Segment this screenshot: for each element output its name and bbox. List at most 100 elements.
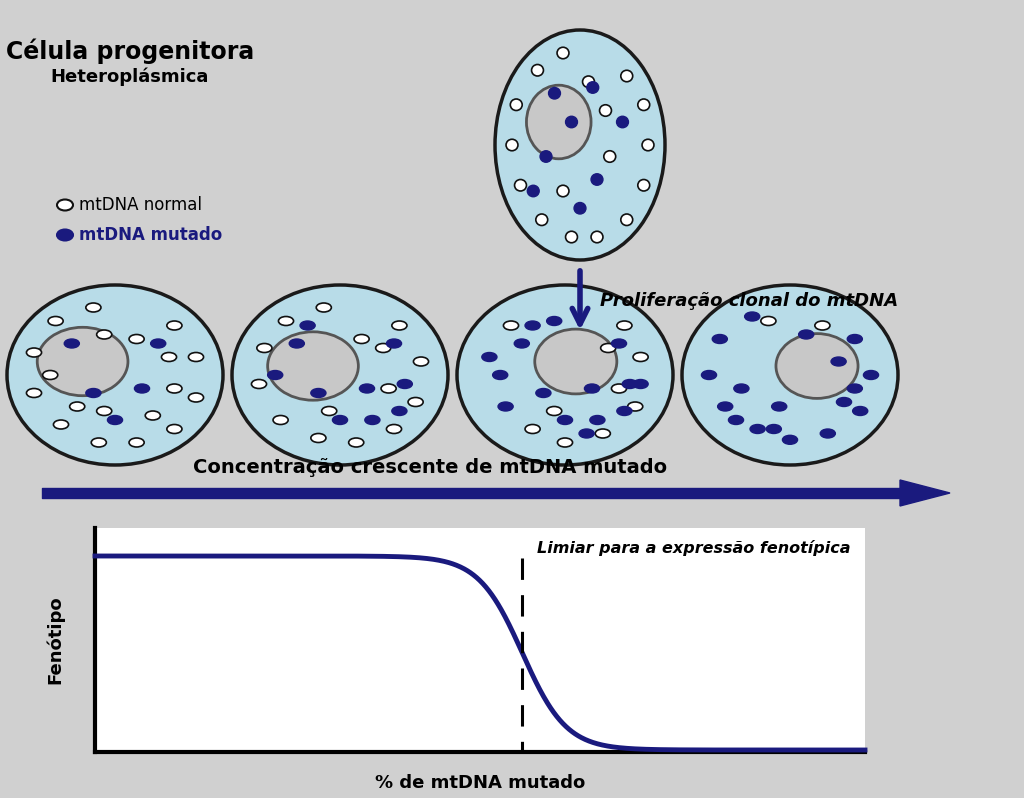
- Ellipse shape: [611, 339, 627, 348]
- Ellipse shape: [766, 425, 781, 433]
- Ellipse shape: [91, 438, 106, 447]
- Ellipse shape: [267, 370, 283, 380]
- Ellipse shape: [531, 65, 544, 76]
- Ellipse shape: [37, 327, 128, 396]
- Ellipse shape: [322, 406, 337, 416]
- Text: Concentração crescente de mtDNA mutado: Concentração crescente de mtDNA mutado: [193, 458, 667, 477]
- Ellipse shape: [376, 343, 391, 353]
- Ellipse shape: [621, 214, 633, 226]
- Ellipse shape: [540, 151, 552, 162]
- Ellipse shape: [557, 47, 569, 59]
- Ellipse shape: [397, 380, 413, 389]
- Ellipse shape: [57, 230, 73, 240]
- Ellipse shape: [96, 406, 112, 416]
- Ellipse shape: [316, 303, 332, 312]
- Ellipse shape: [815, 321, 830, 330]
- Ellipse shape: [557, 416, 572, 425]
- Ellipse shape: [616, 117, 629, 128]
- Ellipse shape: [359, 384, 375, 393]
- Ellipse shape: [547, 317, 562, 326]
- Ellipse shape: [129, 334, 144, 343]
- Ellipse shape: [549, 88, 560, 99]
- Ellipse shape: [682, 285, 898, 465]
- Ellipse shape: [526, 85, 591, 159]
- Ellipse shape: [365, 416, 380, 425]
- Text: Limiar para a expressão fenotípica: Limiar para a expressão fenotípica: [538, 540, 851, 556]
- Ellipse shape: [820, 429, 836, 438]
- Ellipse shape: [728, 416, 743, 425]
- Ellipse shape: [504, 321, 518, 330]
- Ellipse shape: [167, 321, 182, 330]
- Ellipse shape: [273, 416, 288, 425]
- Ellipse shape: [514, 180, 526, 191]
- Ellipse shape: [750, 425, 765, 433]
- Ellipse shape: [713, 334, 727, 343]
- Ellipse shape: [847, 384, 862, 393]
- Ellipse shape: [557, 438, 572, 447]
- Ellipse shape: [188, 393, 204, 402]
- Text: Heteroplásmica: Heteroplásmica: [51, 68, 209, 86]
- Ellipse shape: [252, 380, 266, 389]
- Ellipse shape: [333, 416, 347, 425]
- Text: mtDNA normal: mtDNA normal: [79, 196, 202, 214]
- Ellipse shape: [498, 402, 513, 411]
- Ellipse shape: [510, 99, 522, 110]
- Text: Célula progenitora: Célula progenitora: [6, 38, 254, 64]
- Ellipse shape: [579, 429, 594, 438]
- Text: Proliferação clonal do mtDNA: Proliferação clonal do mtDNA: [600, 291, 898, 310]
- Ellipse shape: [536, 389, 551, 397]
- Ellipse shape: [311, 433, 326, 443]
- Ellipse shape: [167, 425, 182, 433]
- Ellipse shape: [53, 420, 69, 429]
- Ellipse shape: [482, 353, 497, 361]
- Ellipse shape: [392, 321, 407, 330]
- Ellipse shape: [772, 402, 786, 411]
- Ellipse shape: [591, 231, 603, 243]
- Ellipse shape: [604, 151, 615, 162]
- Ellipse shape: [616, 406, 632, 416]
- Ellipse shape: [557, 185, 569, 197]
- Ellipse shape: [65, 339, 80, 348]
- Text: mtDNA mutado: mtDNA mutado: [79, 226, 222, 244]
- Ellipse shape: [300, 321, 315, 330]
- Ellipse shape: [57, 200, 73, 211]
- Ellipse shape: [267, 332, 358, 401]
- Ellipse shape: [847, 334, 862, 343]
- Ellipse shape: [799, 330, 814, 339]
- Ellipse shape: [257, 343, 272, 353]
- Ellipse shape: [495, 30, 665, 260]
- Ellipse shape: [289, 339, 304, 348]
- Ellipse shape: [853, 406, 867, 416]
- Ellipse shape: [381, 384, 396, 393]
- Text: % de mtDNA mutado: % de mtDNA mutado: [375, 774, 585, 792]
- Ellipse shape: [525, 425, 541, 433]
- Ellipse shape: [457, 285, 673, 465]
- Ellipse shape: [623, 380, 637, 389]
- Ellipse shape: [506, 139, 518, 151]
- Ellipse shape: [27, 389, 42, 397]
- Ellipse shape: [354, 334, 370, 343]
- Ellipse shape: [776, 334, 858, 398]
- Ellipse shape: [525, 321, 541, 330]
- Ellipse shape: [27, 348, 42, 357]
- Ellipse shape: [86, 303, 101, 312]
- Ellipse shape: [595, 429, 610, 438]
- Ellipse shape: [134, 384, 150, 393]
- Ellipse shape: [348, 438, 364, 447]
- Ellipse shape: [129, 438, 144, 447]
- Ellipse shape: [43, 370, 57, 380]
- Ellipse shape: [162, 353, 176, 361]
- Ellipse shape: [232, 285, 449, 465]
- Ellipse shape: [599, 105, 611, 117]
- Ellipse shape: [831, 357, 846, 366]
- Ellipse shape: [108, 416, 123, 425]
- Ellipse shape: [591, 174, 603, 185]
- Ellipse shape: [701, 370, 717, 380]
- Ellipse shape: [585, 384, 600, 393]
- Ellipse shape: [718, 402, 733, 411]
- Ellipse shape: [414, 357, 429, 366]
- Ellipse shape: [535, 329, 616, 394]
- Bar: [95, 528, 865, 752]
- Ellipse shape: [48, 317, 63, 326]
- Ellipse shape: [493, 370, 508, 380]
